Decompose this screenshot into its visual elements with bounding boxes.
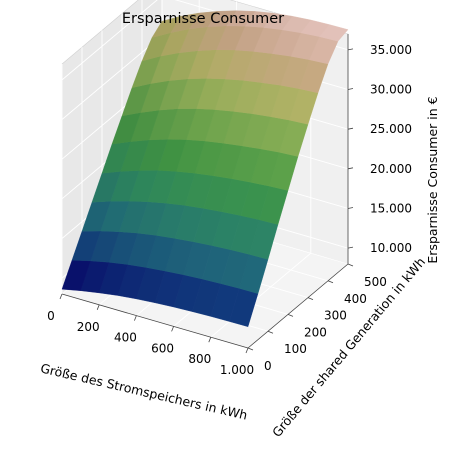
x-axis-line — [61, 293, 249, 349]
x-tick-label: 400 — [114, 331, 137, 345]
z-tick-label: 35.000 — [370, 43, 412, 57]
y-tick-label: 0 — [264, 359, 272, 373]
y-tick-label: 500 — [364, 275, 387, 289]
z-tick-mark — [347, 246, 354, 249]
z-tick-mark — [347, 88, 354, 90]
z-tick-mark — [347, 207, 354, 209]
axis-lines — [61, 34, 349, 349]
z-tick-label: 30.000 — [370, 83, 412, 97]
y-tick-label: 200 — [304, 325, 327, 339]
tick-labels: 0 200 400 600 800 1.000 0 100 200 300 400 500 10.000… — [47, 43, 412, 377]
y-tick-mark — [267, 330, 274, 334]
x-tick-mark — [134, 315, 137, 321]
x-tick-mark — [245, 347, 249, 354]
x-tick-mark — [208, 337, 212, 343]
z-tick-label: 20.000 — [370, 162, 412, 176]
x-tick-label: 800 — [188, 352, 211, 366]
y-tick-label: 300 — [324, 309, 347, 323]
x-tick-mark — [59, 293, 63, 300]
chart-title: Ersparnisse Consumer — [122, 11, 284, 27]
y-tick-label: 400 — [344, 292, 367, 306]
surface-mesh — [61, 10, 349, 327]
z-tick-mark — [347, 48, 354, 51]
x-tick-label: 600 — [151, 341, 174, 355]
z-grid-line — [61, 35, 163, 120]
surface-cell — [151, 15, 182, 38]
z-tick-label: 25.000 — [370, 122, 412, 136]
z-tick-mark — [347, 167, 354, 170]
z-tick-mark — [347, 127, 354, 130]
x-tick-label: 0 — [47, 309, 55, 323]
y-tick-mark — [247, 347, 254, 351]
z-axis-label: Ersparnisse Consumer in € — [425, 96, 440, 263]
z-tick-label: 10.000 — [370, 241, 412, 255]
y-tick-mark — [287, 314, 294, 317]
x-tick-label: 1.000 — [220, 363, 254, 377]
z-grid-line — [61, 0, 158, 81]
y-tick-mark — [307, 297, 314, 300]
x-tick-label: 200 — [77, 320, 100, 334]
x-tick-mark — [171, 326, 174, 332]
x-grid-line — [210, 252, 312, 338]
y-tick-label: 100 — [284, 342, 307, 356]
x-axis-label: Größe des Stromspeichers in kWh — [39, 360, 249, 422]
y-tick-mark — [347, 263, 354, 267]
y-axis-line — [247, 263, 349, 349]
y-tick-mark — [327, 280, 334, 284]
x-tick-mark — [96, 304, 100, 310]
z-tick-label: 15.000 — [370, 201, 412, 215]
